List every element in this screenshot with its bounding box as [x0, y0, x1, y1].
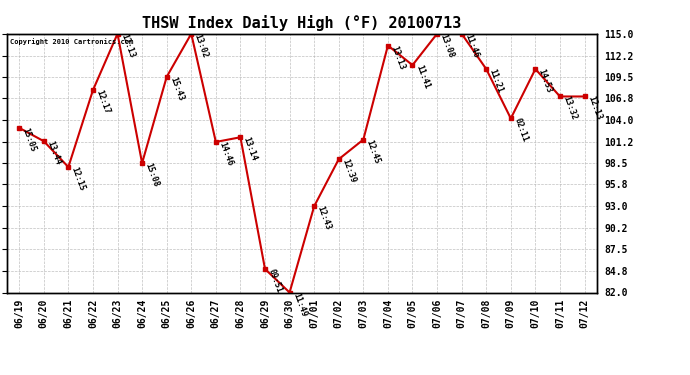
Text: 13:08: 13:08	[438, 32, 455, 59]
Text: 13:02: 13:02	[193, 32, 210, 59]
Text: 12:43: 12:43	[315, 205, 333, 231]
Text: 13:14: 13:14	[241, 136, 259, 162]
Text: 12:15: 12:15	[70, 166, 87, 192]
Text: 13:32: 13:32	[562, 95, 578, 122]
Text: 11:41: 11:41	[414, 64, 431, 90]
Text: 12:17: 12:17	[95, 89, 111, 116]
Text: 14:46: 14:46	[217, 141, 234, 167]
Text: 12:13: 12:13	[119, 32, 136, 59]
Text: Copyright 2010 Cartronics.com: Copyright 2010 Cartronics.com	[10, 38, 133, 45]
Text: 15:05: 15:05	[21, 126, 37, 153]
Text: 02:11: 02:11	[512, 117, 529, 144]
Title: THSW Index Daily High (°F) 20100713: THSW Index Daily High (°F) 20100713	[142, 15, 462, 31]
Text: 15:43: 15:43	[168, 75, 185, 102]
Text: 13:13: 13:13	[389, 44, 406, 71]
Text: 09:51: 09:51	[266, 268, 284, 294]
Text: 13:44: 13:44	[45, 140, 62, 166]
Text: 11:46: 11:46	[463, 32, 480, 59]
Text: 12:45: 12:45	[365, 138, 382, 165]
Text: 15:08: 15:08	[144, 162, 161, 188]
Text: 12:13: 12:13	[586, 95, 603, 122]
Text: 14:53: 14:53	[537, 68, 554, 94]
Text: 12:39: 12:39	[340, 158, 357, 184]
Text: 11:49: 11:49	[291, 291, 308, 318]
Text: 11:21: 11:21	[488, 68, 504, 94]
